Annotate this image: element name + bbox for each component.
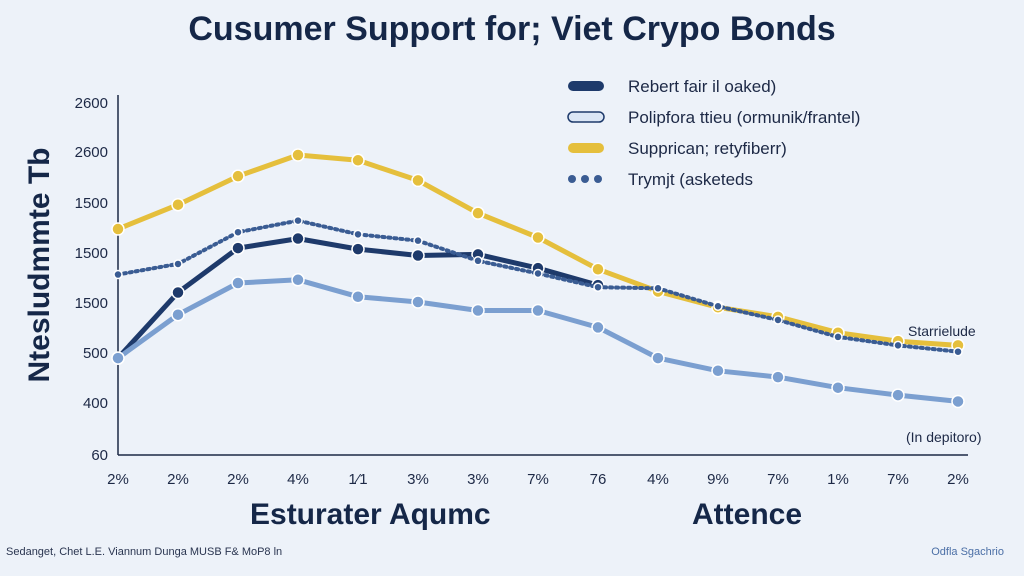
data-point bbox=[233, 227, 243, 237]
legend-marker bbox=[581, 175, 589, 183]
data-point bbox=[291, 148, 305, 162]
legend-label: Polipfora ttieu (ormunik/frantel) bbox=[628, 108, 860, 127]
data-point bbox=[893, 340, 903, 351]
data-point bbox=[771, 370, 785, 384]
data-point bbox=[171, 307, 185, 322]
data-point bbox=[351, 289, 365, 304]
data-point bbox=[411, 295, 425, 309]
x-tick-label: 7% bbox=[527, 471, 549, 488]
data-point bbox=[351, 242, 365, 256]
data-point bbox=[471, 206, 485, 220]
data-point bbox=[351, 153, 365, 168]
data-point bbox=[593, 282, 603, 292]
legend: Rebert fair il oaked) Polipfora ttieu (or… bbox=[567, 77, 860, 189]
x-axis-label-right: Attence bbox=[692, 498, 803, 531]
x-tick-label: 3% bbox=[407, 471, 429, 488]
data-point bbox=[413, 235, 423, 246]
y-tick-label: 500 bbox=[83, 345, 108, 362]
legend-marker bbox=[568, 175, 576, 183]
data-point bbox=[773, 315, 783, 325]
x-tick-label: 7% bbox=[767, 471, 789, 488]
x-axis-label-left: Esturater Aqumc bbox=[250, 498, 491, 531]
data-point bbox=[353, 229, 363, 240]
data-point bbox=[113, 269, 123, 280]
data-point bbox=[293, 215, 303, 226]
x-tick-label: 4% bbox=[287, 471, 309, 488]
data-point bbox=[291, 273, 305, 287]
data-point bbox=[651, 351, 665, 365]
data-point bbox=[473, 256, 483, 266]
data-point bbox=[833, 332, 843, 342]
annotations: Starrielude (In depitoro) bbox=[906, 323, 981, 445]
legend-marker bbox=[568, 81, 604, 91]
data-point bbox=[591, 320, 605, 335]
data-point bbox=[411, 173, 425, 188]
data-point bbox=[171, 197, 185, 212]
legend-label: Rebert fair il oaked) bbox=[628, 77, 776, 96]
legend-marker bbox=[567, 111, 605, 123]
series-line bbox=[115, 277, 961, 404]
x-tick-label: 1% bbox=[827, 471, 849, 488]
data-point bbox=[531, 230, 545, 245]
legend-marker bbox=[568, 143, 604, 153]
legend-marker bbox=[594, 175, 602, 183]
data-point bbox=[411, 248, 425, 263]
data-point bbox=[891, 388, 905, 402]
chart-title: Cusumer Support for; Viet Crypo Bonds bbox=[188, 10, 836, 48]
data-point bbox=[951, 394, 965, 409]
data-point bbox=[711, 364, 725, 378]
data-point bbox=[653, 283, 663, 294]
data-point bbox=[111, 222, 125, 236]
data-point bbox=[591, 262, 605, 276]
data-point bbox=[291, 231, 305, 246]
y-tick-label: 60 bbox=[91, 447, 108, 464]
x-tick-label: 9% bbox=[707, 471, 729, 488]
data-point bbox=[831, 380, 845, 395]
data-point bbox=[231, 169, 245, 183]
data-point bbox=[231, 276, 245, 290]
x-tick-label: 2% bbox=[167, 471, 189, 488]
data-point bbox=[173, 259, 183, 269]
y-tick-label: 1500 bbox=[75, 295, 108, 312]
y-tick-label: 1500 bbox=[75, 245, 108, 262]
data-point bbox=[533, 268, 543, 279]
annotation-label: Starrielude bbox=[908, 323, 976, 339]
y-tick-label: 2600 bbox=[75, 144, 108, 161]
y-ticks: 2600 2600 1500 1500 1500 500 400 60 bbox=[75, 95, 108, 464]
data-point bbox=[471, 303, 485, 318]
footer-source: Sedanget, Chet L.E. Viannum Dunga MUSB F… bbox=[6, 546, 283, 558]
x-tick-label: 76 bbox=[590, 471, 607, 488]
x-tick-label: 2% bbox=[947, 471, 969, 488]
data-point bbox=[171, 285, 185, 300]
legend-label: Trymjt (asketeds bbox=[628, 170, 753, 189]
y-tick-label: 400 bbox=[83, 395, 108, 412]
x-tick-label: 2% bbox=[227, 471, 249, 488]
x-ticks: 2% 2% 2% 4% 1⁄1 3% 3% 7% 76 4% 9% 7% 1% 7% 2% bbox=[107, 471, 969, 488]
footer-credit: Odfla Sgachrio bbox=[931, 546, 1004, 558]
x-tick-label: 7% bbox=[887, 471, 909, 488]
legend-label: Supprican; retyfiberr) bbox=[628, 139, 787, 158]
series-lines bbox=[111, 148, 965, 409]
y-tick-label: 2600 bbox=[75, 95, 108, 112]
y-tick-label: 1500 bbox=[75, 195, 108, 212]
x-tick-label: 4% bbox=[647, 471, 669, 488]
data-point bbox=[111, 351, 125, 365]
data-point bbox=[531, 303, 545, 318]
x-tick-label: 3% bbox=[467, 471, 489, 488]
data-point bbox=[713, 301, 723, 311]
data-point bbox=[231, 241, 245, 255]
data-point bbox=[953, 346, 963, 357]
x-tick-label: 2% bbox=[107, 471, 129, 488]
x-tick-label: 1⁄1 bbox=[348, 471, 367, 488]
annotation-label: (In depitoro) bbox=[906, 429, 981, 445]
